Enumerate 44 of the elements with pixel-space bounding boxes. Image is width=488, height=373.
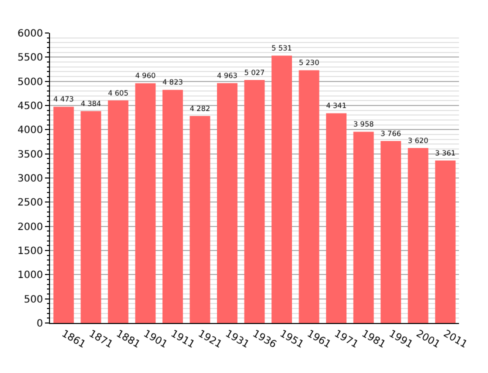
- data-label: 4 963: [217, 70, 238, 80]
- x-tick-label: 1936: [250, 328, 278, 351]
- y-tick-label: 500: [24, 294, 43, 306]
- bar: [162, 90, 183, 323]
- y-tick-label: 1000: [18, 270, 43, 282]
- bar: [326, 113, 347, 323]
- bar: [272, 56, 292, 323]
- bar: [108, 100, 128, 323]
- y-tick-label: 5000: [18, 76, 43, 88]
- data-label: 4 341: [326, 101, 347, 110]
- y-tick-label: 2000: [18, 222, 43, 233]
- bar: [435, 160, 456, 323]
- data-label: 3 958: [353, 120, 374, 129]
- data-label: 4 282: [190, 104, 210, 113]
- data-label: 5 230: [298, 58, 320, 68]
- data-label: 4 823: [162, 78, 183, 87]
- bar: [298, 70, 320, 323]
- bar: [380, 140, 402, 323]
- y-tick-label: 5500: [18, 52, 43, 64]
- y-tick-label: 6000: [18, 28, 43, 40]
- bar: [353, 132, 374, 323]
- y-tick-label: 2500: [18, 198, 43, 209]
- data-label: 5 027: [244, 68, 265, 77]
- data-label: 4 384: [80, 98, 102, 108]
- y-tick-label: 4000: [18, 125, 43, 136]
- data-label: 4 960: [135, 71, 156, 80]
- data-label: 5 531: [272, 44, 292, 53]
- y-tick-label: 0: [36, 318, 43, 330]
- y-tick-label: 3500: [18, 149, 43, 160]
- data-label: 3 766: [380, 128, 402, 138]
- data-label: 3 620: [408, 136, 429, 145]
- bar: [244, 80, 265, 323]
- bar: [53, 106, 74, 323]
- bar: [190, 116, 210, 323]
- bar: [408, 148, 428, 323]
- data-label: 3 361: [435, 148, 456, 158]
- data-label: 4 605: [108, 88, 128, 98]
- bar: [135, 83, 156, 323]
- y-tick-label: 1500: [18, 246, 43, 257]
- bar: [80, 111, 102, 323]
- bar: [217, 83, 238, 323]
- y-tick-label: 4500: [18, 101, 43, 112]
- y-tick-label: 3000: [18, 174, 43, 184]
- data-label: 4 473: [53, 94, 74, 104]
